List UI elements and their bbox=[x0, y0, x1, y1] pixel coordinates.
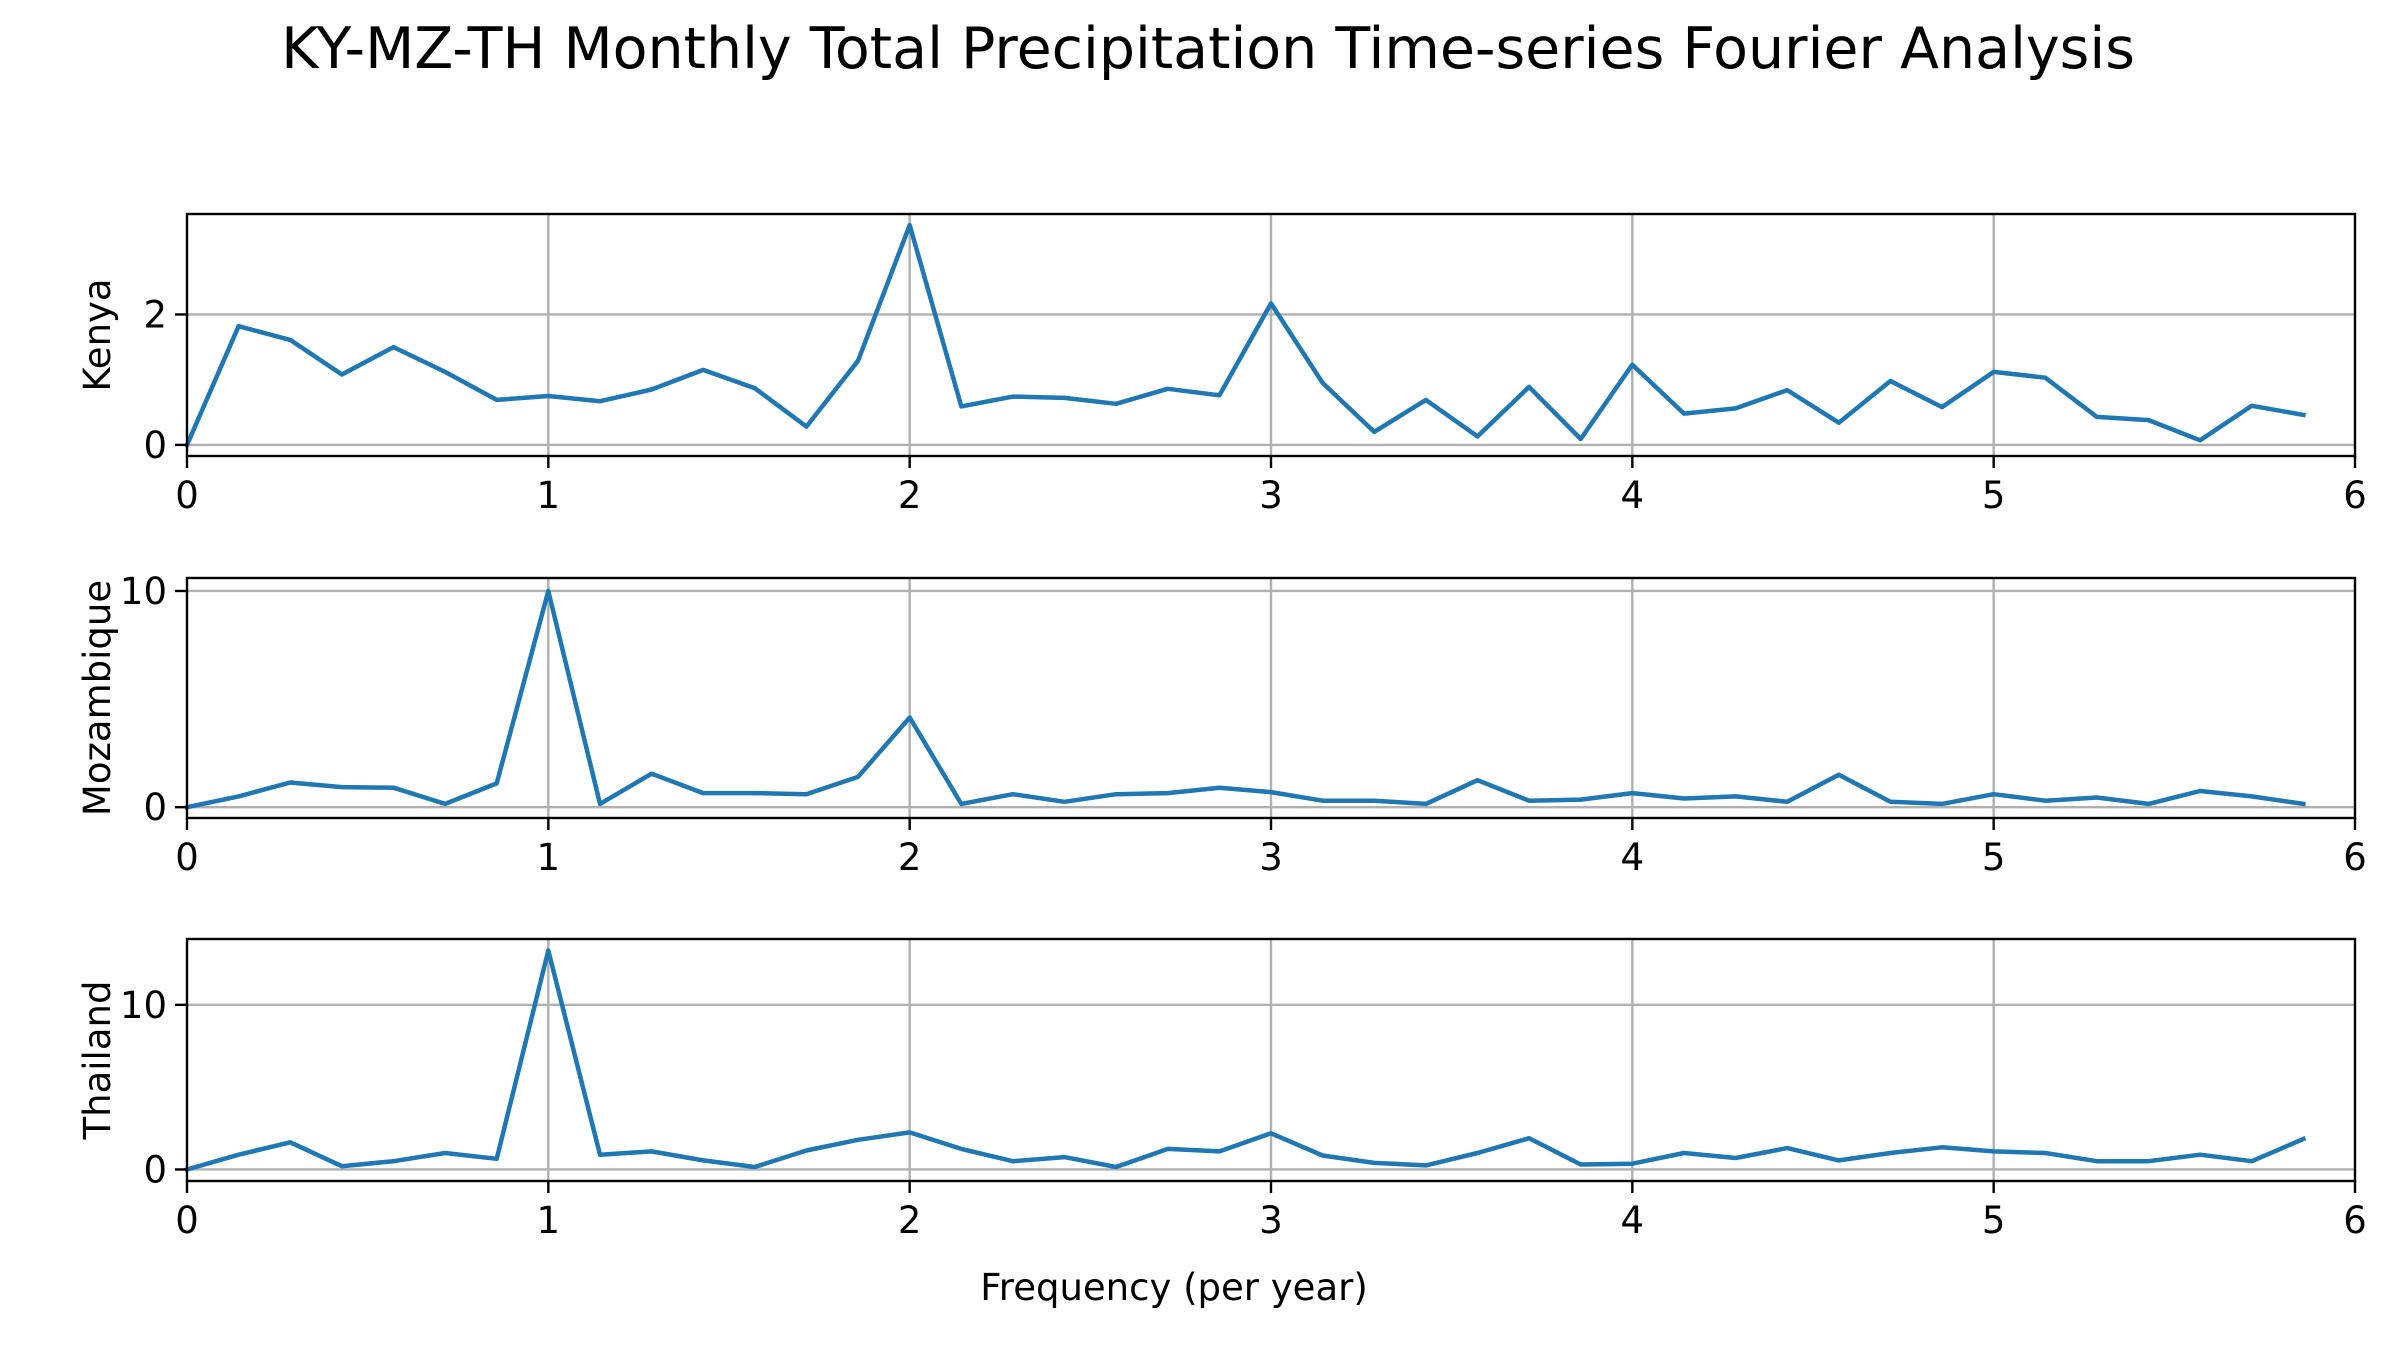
chart-kenya-y-axis-label: Kenya bbox=[76, 278, 119, 391]
chart-thailand-x-tick-label: 6 bbox=[2343, 1199, 2367, 1242]
chart-kenya-x-tick-label: 4 bbox=[1621, 474, 1645, 517]
chart-mozambique-x-tick-label: 5 bbox=[1982, 836, 2006, 879]
x-axis-label: Frequency (per year) bbox=[980, 1266, 1368, 1309]
chart-kenya-panel: 0 1 2 3 4 5 6 0 2 Kenya bbox=[76, 212, 2367, 517]
chart-thailand-y-axis-label: Thailand bbox=[76, 981, 119, 1141]
chart-kenya-y-tick-label: 0 bbox=[143, 424, 167, 467]
chart-mozambique-y-axis-label: Mozambique bbox=[76, 580, 119, 816]
chart-kenya-x-tick-label: 3 bbox=[1259, 474, 1283, 517]
chart-kenya-x-tick-label: 1 bbox=[537, 474, 561, 517]
chart-mozambique-y-tick-label: 10 bbox=[120, 570, 167, 613]
figure-title: KY-MZ-TH Monthly Total Precipitation Tim… bbox=[281, 16, 2135, 82]
chart-thailand-x-tick-label: 0 bbox=[175, 1199, 199, 1242]
chart-mozambique-x-tick-label: 6 bbox=[2343, 836, 2367, 879]
chart-thailand-x-tick-label: 4 bbox=[1621, 1199, 1645, 1242]
chart-mozambique-x-tick-label: 0 bbox=[175, 836, 199, 879]
chart-mozambique-x-tick-label: 4 bbox=[1621, 836, 1645, 879]
chart-kenya-x-tick-label: 0 bbox=[175, 474, 199, 517]
chart-kenya-y-tick-label: 2 bbox=[143, 293, 167, 336]
chart-thailand-x-tick-label: 2 bbox=[898, 1199, 922, 1242]
chart-thailand-x-tick-label: 5 bbox=[1982, 1199, 2006, 1242]
chart-kenya-series-line bbox=[184, 222, 2307, 448]
chart-mozambique-x-tick-label: 3 bbox=[1259, 836, 1283, 879]
chart-mozambique-y-tick-label: 0 bbox=[143, 786, 167, 829]
chart-thailand-y-tick-label: 10 bbox=[120, 984, 167, 1027]
chart-kenya-x-tick-label: 6 bbox=[2343, 474, 2367, 517]
chart-thailand-y-tick-label: 0 bbox=[143, 1148, 167, 1191]
chart-kenya-x-tick-label: 2 bbox=[898, 474, 922, 517]
chart-thailand-x-tick-label: 1 bbox=[537, 1199, 561, 1242]
chart-kenya-x-tick-label: 5 bbox=[1982, 474, 2006, 517]
chart-mozambique-x-tick-label: 1 bbox=[537, 836, 561, 879]
chart-mozambique-series-line bbox=[184, 588, 2306, 810]
chart-thailand-x-tick-label: 3 bbox=[1259, 1199, 1283, 1242]
chart-thailand-series-line bbox=[184, 948, 2307, 1173]
chart-mozambique-x-tick-label: 2 bbox=[898, 836, 922, 879]
